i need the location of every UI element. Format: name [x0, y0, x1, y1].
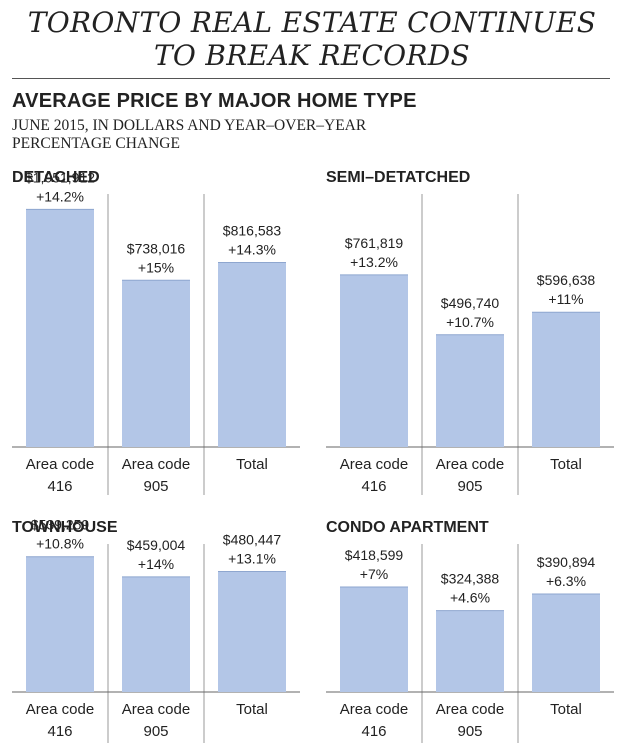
value-label: $496,740	[441, 295, 500, 311]
category-label: Area code	[122, 456, 190, 473]
change-label: +11%	[548, 291, 583, 307]
category-label: Total	[550, 701, 582, 718]
panel-title: TOWNHOUSE	[12, 519, 118, 536]
bar	[26, 556, 94, 692]
panel-title: DETACHED	[12, 169, 100, 186]
category-label: Area code	[26, 456, 94, 473]
category-label: Area code	[26, 701, 94, 718]
title-line-1: TORONTO REAL ESTATE CONTINUES	[27, 6, 597, 39]
category-sublabel: 416	[361, 723, 386, 740]
change-label: +7%	[360, 566, 388, 582]
change-label: +4.6%	[450, 590, 490, 606]
value-label: $1,051,912	[25, 169, 95, 185]
chart-description: JUNE 2015, IN DOLLARS AND YEAR–OVER–YEAR…	[12, 117, 532, 153]
change-label: +15%	[138, 259, 174, 275]
bar	[218, 571, 286, 692]
category-label: Total	[236, 701, 268, 718]
value-label: $539,259	[31, 517, 90, 533]
category-sublabel: 905	[457, 723, 482, 740]
bar	[532, 593, 600, 692]
bar	[122, 576, 190, 692]
chart-title: TORONTO REAL ESTATE CONTINUES TO BREAK R…	[0, 6, 624, 72]
panel-title: CONDO APARTMENT	[326, 519, 489, 536]
bar	[340, 274, 408, 447]
bar	[122, 280, 190, 447]
category-label: Total	[236, 456, 268, 473]
category-sublabel: 905	[143, 723, 168, 740]
description-line-1: JUNE 2015, IN DOLLARS AND YEAR–OVER–YEAR	[12, 117, 367, 134]
value-label: $816,583	[223, 223, 282, 239]
value-label: $596,638	[537, 272, 596, 288]
bar	[340, 586, 408, 692]
category-label: Area code	[122, 701, 190, 718]
value-label: $418,599	[345, 547, 404, 563]
bar	[218, 262, 286, 447]
bar	[436, 334, 504, 447]
title-line-2: TO BREAK RECORDS	[153, 39, 471, 72]
change-label: +10.7%	[446, 314, 494, 330]
change-label: +14%	[138, 556, 174, 572]
value-label: $480,447	[223, 531, 282, 547]
category-sublabel: 905	[457, 478, 482, 495]
change-label: +13.2%	[350, 254, 398, 270]
change-label: +14.2%	[36, 188, 84, 204]
bar	[26, 209, 94, 447]
change-label: +6.3%	[546, 573, 586, 589]
category-label: Area code	[436, 701, 504, 718]
change-label: +13.1%	[228, 550, 276, 566]
change-label: +14.3%	[228, 242, 276, 258]
value-label: $324,388	[441, 571, 500, 587]
category-sublabel: 416	[47, 723, 72, 740]
category-sublabel: 416	[361, 478, 386, 495]
bar	[436, 610, 504, 692]
value-label: $761,819	[345, 235, 404, 251]
bar	[532, 312, 600, 447]
category-sublabel: 905	[143, 478, 168, 495]
value-label: $390,894	[537, 554, 596, 570]
category-label: Area code	[436, 456, 504, 473]
chart-subtitle: AVERAGE PRICE BY MAJOR HOME TYPE	[12, 90, 417, 112]
change-label: +10.8%	[36, 536, 84, 552]
panel-title: SEMI–DETATCHED	[326, 169, 470, 186]
category-label: Total	[550, 456, 582, 473]
category-sublabel: 416	[47, 478, 72, 495]
description-line-2: PERCENTAGE CHANGE	[12, 135, 180, 152]
category-label: Area code	[340, 701, 408, 718]
title-rule	[12, 78, 610, 79]
value-label: $738,016	[127, 240, 186, 256]
category-label: Area code	[340, 456, 408, 473]
value-label: $459,004	[127, 537, 186, 553]
